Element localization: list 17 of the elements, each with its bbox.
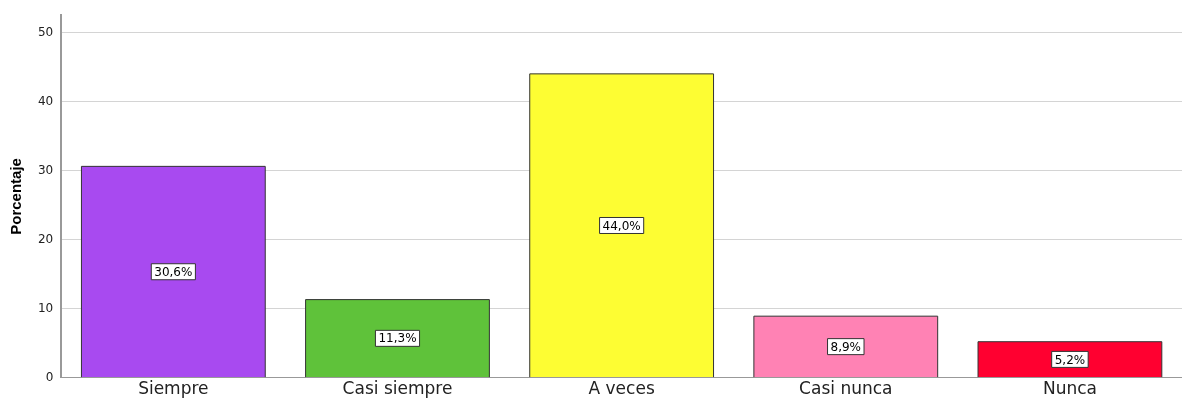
y-tick-label: 10 — [37, 300, 54, 315]
y-tick-label: 0 — [45, 369, 54, 384]
x-tick-label: Casi siempre — [342, 378, 453, 399]
y-tick-label: 40 — [37, 93, 54, 108]
y-axis-title: Porcentaje — [7, 158, 25, 235]
y-tick-label: 20 — [37, 231, 54, 246]
y-tick-label: 30 — [37, 162, 54, 177]
y-tick-label: 50 — [37, 24, 54, 39]
data-label: 5,2% — [1054, 352, 1086, 367]
data-label: 8,9% — [830, 339, 862, 354]
data-label: 30,6% — [154, 264, 193, 279]
x-tick-label: Siempre — [138, 378, 209, 399]
x-tick-label: Casi nunca — [799, 378, 893, 399]
data-label: 44,0% — [602, 218, 641, 233]
x-tick-label: A veces — [588, 378, 655, 399]
data-label: 11,3% — [378, 331, 417, 346]
x-tick-label: Nunca — [1042, 378, 1097, 399]
